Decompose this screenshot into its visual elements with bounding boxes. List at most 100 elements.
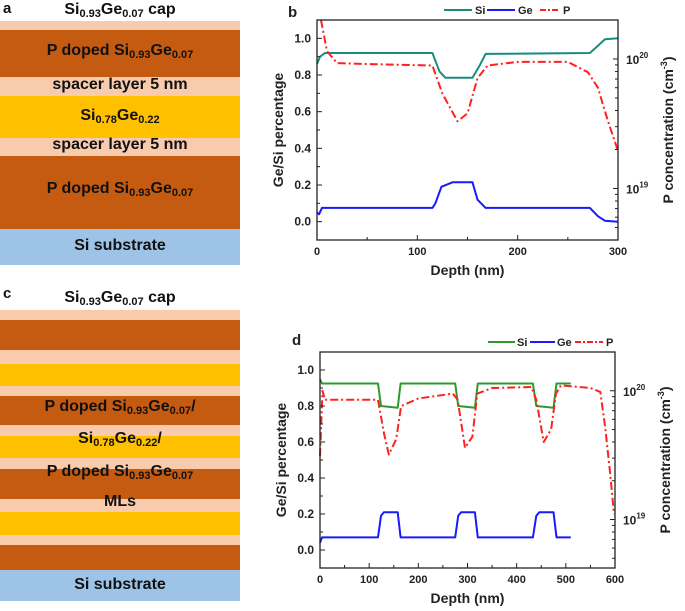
series-p-line bbox=[319, 384, 615, 515]
y-tick-label: 0.6 bbox=[297, 435, 314, 449]
t: Ge bbox=[114, 430, 136, 447]
x-tick-label: 500 bbox=[557, 574, 575, 586]
legend-label-ge: Ge bbox=[518, 5, 533, 17]
y2-tick-exp: 19 bbox=[636, 511, 645, 520]
t: Si bbox=[64, 289, 80, 306]
panel-letter-c: c bbox=[3, 285, 12, 302]
x-tick-label: 200 bbox=[409, 574, 427, 586]
doped-layer-top bbox=[0, 30, 240, 77]
doped-layer bbox=[0, 545, 240, 570]
doped-bottom-label: P doped Si0.93Ge0.07 bbox=[0, 180, 240, 199]
y-tick-label: 0.0 bbox=[294, 215, 311, 229]
x-tick-label: 0 bbox=[314, 246, 320, 258]
t: / bbox=[191, 398, 196, 415]
doped-layer-bottom bbox=[0, 156, 240, 229]
spacer-layer bbox=[0, 535, 240, 545]
plot-top-mask bbox=[319, 327, 616, 351]
t: P doped Si bbox=[44, 398, 127, 415]
y2-tick-base: 10 bbox=[623, 385, 637, 399]
cap-label: Si0.93Ge0.07 cap bbox=[0, 1, 240, 20]
t: 0.07 bbox=[171, 187, 194, 199]
x-tick-label: 0 bbox=[317, 574, 323, 586]
substrate-layer bbox=[0, 229, 240, 265]
series-si-line bbox=[316, 37, 619, 79]
t: Si bbox=[64, 1, 80, 18]
cap-layer bbox=[0, 310, 240, 320]
t: Ge bbox=[148, 398, 170, 415]
spacer-layer bbox=[0, 458, 240, 469]
sige-layer bbox=[0, 364, 240, 386]
t: cap bbox=[143, 289, 176, 306]
t: P doped Si bbox=[46, 180, 130, 197]
x-tick-label: 300 bbox=[609, 246, 627, 258]
x-tick-label: 100 bbox=[408, 246, 426, 258]
y2-tick-exp: 20 bbox=[639, 51, 648, 60]
y-axis-label: Ge/Si percentage bbox=[270, 73, 286, 188]
t: 0.93 bbox=[129, 470, 151, 482]
t: 0.07 bbox=[171, 49, 194, 61]
sige-label: Si0.78Ge0.22 bbox=[0, 107, 240, 126]
y-tick-label: 1.0 bbox=[294, 31, 311, 45]
t: 0.07 bbox=[122, 8, 144, 20]
y-tick-label: 0.8 bbox=[297, 399, 314, 413]
panel-letter-b: b bbox=[288, 4, 297, 21]
y2-tick-exp: 19 bbox=[639, 180, 648, 189]
panel-letter-d: d bbox=[292, 332, 301, 349]
legend-label-p: P bbox=[606, 337, 613, 349]
t: Si bbox=[80, 107, 96, 124]
legend-label-ge: Ge bbox=[557, 337, 572, 349]
cap-label: Si0.93Ge0.07 cap bbox=[0, 289, 240, 308]
ml-label-line1: P doped Si0.93Ge0.07/ bbox=[0, 398, 240, 417]
sige-layer bbox=[0, 96, 240, 138]
t: 0.93 bbox=[79, 8, 101, 20]
substrate-layer bbox=[0, 570, 240, 601]
y2-tick-base: 10 bbox=[626, 182, 640, 196]
t: Ge bbox=[150, 463, 172, 480]
y2-tick-label: 1020 bbox=[626, 51, 649, 67]
x-axis-label: Depth (nm) bbox=[431, 590, 505, 606]
spacer-layer bbox=[0, 499, 240, 512]
x-axis-label: Depth (nm) bbox=[431, 262, 505, 278]
y-tick-label: 1.0 bbox=[297, 363, 314, 377]
y2-label-part: -3 bbox=[656, 391, 666, 399]
t: Si bbox=[78, 430, 94, 447]
y-axis-label: Ge/Si percentage bbox=[273, 403, 289, 518]
t: Ge bbox=[150, 42, 172, 59]
y2-axis-label: P concentration (cm-3) bbox=[659, 56, 676, 203]
t: / bbox=[157, 430, 162, 447]
spacer-layer-bottom bbox=[0, 138, 240, 156]
chart-d: d 0 100 200 300 400 500 600 Depth (nm) 0.0 0.2 0.4 0… bbox=[273, 327, 673, 606]
sige-layer bbox=[0, 512, 240, 535]
series-p-line bbox=[320, 19, 619, 152]
ml-label-line3: P doped Si0.93Ge0.07 bbox=[0, 463, 240, 482]
x-tick-label: 600 bbox=[606, 574, 624, 586]
legend-label-p: P bbox=[563, 5, 570, 17]
spacer-layer bbox=[0, 386, 240, 396]
doped-layer bbox=[0, 396, 240, 425]
y2-tick-base: 10 bbox=[623, 513, 637, 527]
t: Ge bbox=[100, 289, 123, 306]
ml-label-line2: Si0.78Ge0.22/ bbox=[0, 430, 240, 449]
y-tick-label: 0.2 bbox=[294, 178, 311, 192]
y2-label-part: P concentration (cm bbox=[660, 69, 676, 203]
cap-layer bbox=[0, 21, 240, 30]
x-tick-label: 300 bbox=[458, 574, 476, 586]
y2-tick-base: 10 bbox=[626, 53, 640, 67]
series-si-line bbox=[319, 378, 571, 409]
t: 0.78 bbox=[93, 437, 115, 449]
x-tick-label: 400 bbox=[507, 574, 525, 586]
y2-tick-exp: 20 bbox=[636, 383, 645, 392]
y2-label-part: ) bbox=[657, 386, 673, 391]
t: 0.22 bbox=[138, 114, 160, 126]
y2-label-part: ) bbox=[660, 56, 676, 61]
y2-tick-label: 1019 bbox=[626, 180, 649, 196]
sige-layer bbox=[0, 436, 240, 458]
spacer-bottom-label: spacer layer 5 nm bbox=[52, 136, 188, 153]
y-tick-label: 0.8 bbox=[294, 68, 311, 82]
x-tick-label: 100 bbox=[360, 574, 378, 586]
legend-label-si: Si bbox=[475, 5, 485, 17]
t: 0.22 bbox=[136, 437, 158, 449]
series-ge-line bbox=[319, 511, 571, 544]
legend-label-si: Si bbox=[517, 337, 527, 349]
x-tick-label: 200 bbox=[508, 246, 526, 258]
